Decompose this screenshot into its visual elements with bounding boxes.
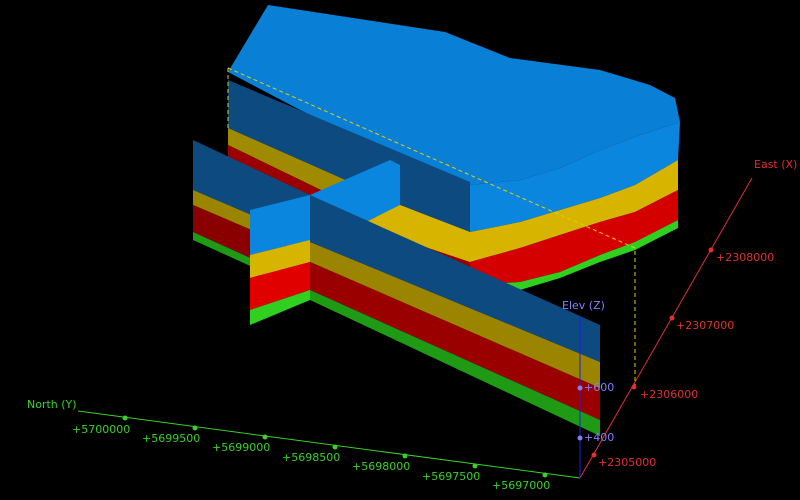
axis-line	[579, 177, 753, 479]
tick	[192, 425, 198, 431]
tick-label: +5699500	[142, 432, 200, 445]
surface-top	[228, 5, 680, 185]
east-axis: East (X) +2305000 +2306000 +2307000 +230…	[579, 158, 797, 479]
side-red	[470, 190, 678, 285]
tick	[332, 444, 338, 450]
axis-line	[77, 410, 581, 479]
tick-label: +5698500	[282, 451, 340, 464]
side-blue	[470, 122, 680, 232]
bounding-box	[227, 67, 636, 385]
end-face-yellow	[250, 240, 310, 278]
tick-label: +5700000	[72, 423, 130, 436]
model	[193, 5, 680, 436]
tick-label: +2308000	[716, 251, 774, 264]
tick-label: +5697000	[492, 479, 550, 492]
cross-face-dark	[400, 160, 470, 232]
tick	[262, 434, 268, 440]
tick	[577, 385, 583, 391]
side-yellow	[470, 160, 678, 262]
north-axis: North (Y) +5700000 +5699500 +5699000 +56…	[27, 398, 581, 492]
axis-label: North (Y)	[27, 398, 77, 411]
front-panel-green	[310, 290, 600, 436]
tick	[708, 247, 714, 253]
end-face-blue	[250, 195, 310, 255]
front-panel-blue	[310, 195, 600, 362]
tick-label: +600	[584, 381, 614, 394]
axis-label: Elev (Z)	[562, 299, 605, 312]
front-panel-red	[310, 262, 600, 420]
tick-label: +2305000	[598, 456, 656, 469]
end-face-red	[250, 262, 310, 310]
tick	[669, 315, 675, 321]
tick-label: +5699000	[212, 441, 270, 454]
elev-axis: Elev (Z) +600 +400	[562, 299, 614, 478]
tick-label: +5698000	[352, 460, 410, 473]
end-face-green	[250, 290, 310, 325]
tick-label: +400	[584, 431, 614, 444]
tick	[402, 453, 408, 459]
tick	[542, 472, 548, 478]
tick-label: +5697500	[422, 470, 480, 483]
cross-face-yellow	[360, 205, 470, 262]
tick	[577, 435, 583, 441]
tick-label: +2306000	[640, 388, 698, 401]
front-panel-yellow	[310, 242, 600, 388]
axis-label: East (X)	[754, 158, 797, 171]
tick	[122, 415, 128, 421]
tick	[631, 384, 637, 390]
tick-label: +2307000	[676, 319, 734, 332]
tick	[472, 463, 478, 469]
tick	[591, 452, 597, 458]
